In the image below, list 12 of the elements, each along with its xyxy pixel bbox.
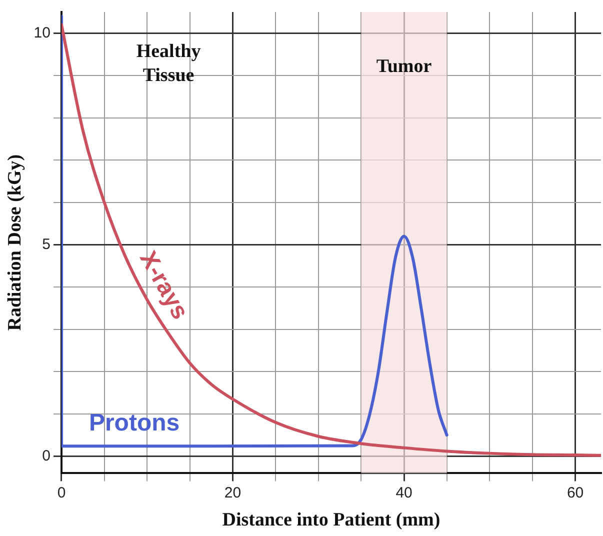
band-label: Tumor	[376, 56, 432, 77]
x-tick-label: 60	[566, 484, 584, 502]
annotation: Healthy Tissue	[136, 40, 202, 86]
x-tick-label: 20	[224, 484, 242, 502]
y-tick-label: 10	[34, 24, 50, 42]
x-tick-label: 0	[57, 484, 66, 502]
y-tick-label: 5	[42, 236, 50, 253]
x-axis-title: Distance into Patient (mm)	[222, 510, 440, 531]
y-tick-label: 0	[42, 447, 50, 464]
x-tick-label: 40	[396, 484, 412, 502]
line-series	[61, 14, 448, 448]
y-axis-title: Radiation Dose (kGy)	[4, 154, 26, 331]
